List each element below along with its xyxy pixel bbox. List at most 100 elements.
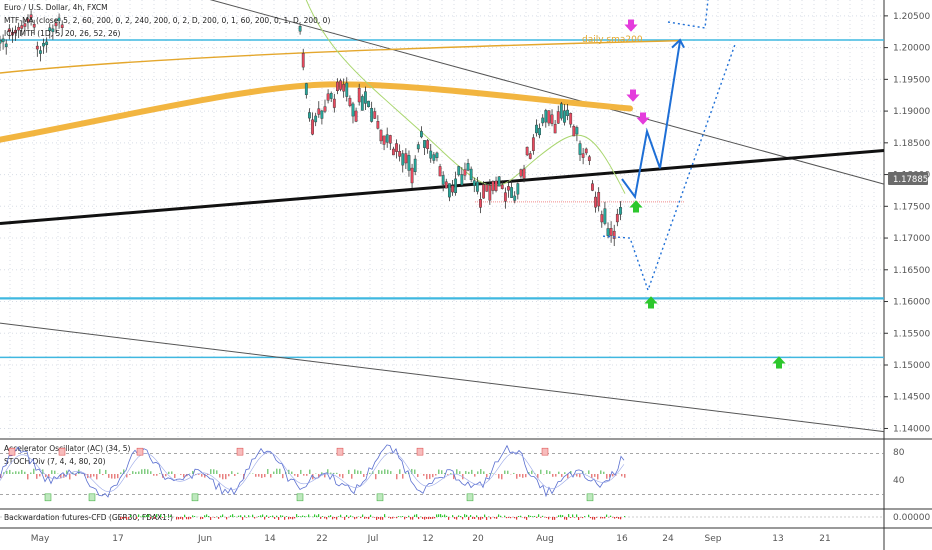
legend-line-1: Euro / U.S. Dollar, 4h, FXCM <box>4 3 108 12</box>
candle-body <box>429 150 433 159</box>
candle-body <box>339 80 342 90</box>
price-tick-label: 1.16000 <box>893 298 930 308</box>
time-tick-label: 22 <box>316 534 327 544</box>
stoch-div-marker <box>44 493 52 502</box>
bottom-tick: 0.00000 <box>893 513 930 523</box>
stoch-div-marker <box>416 447 424 456</box>
candle-body <box>435 152 439 158</box>
projection-dotted-top <box>667 0 709 29</box>
candle-body <box>42 42 45 47</box>
candle-body <box>423 140 426 148</box>
oscillator-panel: Accelerator Oscillator (AC) (34, 5) STOC… <box>0 444 884 502</box>
candle-body <box>556 111 560 124</box>
candle-body <box>619 207 622 215</box>
price-axis[interactable]: 1.205001.200001.195001.190001.185001.180… <box>884 12 930 435</box>
time-tick-label: Sep <box>705 534 722 544</box>
candle-body <box>54 22 58 27</box>
candle-body <box>39 50 42 54</box>
time-tick-label: 24 <box>662 534 674 544</box>
candle-body <box>404 153 408 164</box>
candle-body <box>454 178 458 194</box>
current-price-badge: 1.17885 <box>888 172 928 185</box>
candle-body <box>566 109 569 117</box>
candle-body <box>373 111 377 119</box>
candle-body <box>0 39 2 44</box>
candle-body <box>457 166 461 176</box>
time-tick-label: 17 <box>112 534 123 544</box>
candle-body <box>17 26 21 31</box>
price-tick-label: 1.19500 <box>893 75 930 85</box>
osc-tick-80: 80 <box>893 448 905 458</box>
candle-body <box>354 110 358 122</box>
time-tick-label: Jul <box>367 534 379 544</box>
candle-body <box>525 146 529 156</box>
candle-body <box>385 134 389 143</box>
bottom-panel-label: Backwardation futures-CFD (GER30, FDAX1!… <box>4 513 173 522</box>
stoch-div-marker <box>466 493 474 502</box>
candle-body <box>298 25 302 32</box>
up-arrow-marker <box>629 200 643 213</box>
candle-body <box>600 214 604 223</box>
price-tick-label: 1.15000 <box>893 361 930 371</box>
candle-body <box>345 82 349 97</box>
time-tick-label: 13 <box>772 534 783 544</box>
stoch-div-marker <box>191 493 199 502</box>
candle-body <box>519 169 523 177</box>
candle-body <box>379 129 383 142</box>
time-axis[interactable]: May 17 Jun 14 22 Jul 12 20 Aug 16 24 Sep 13 21 <box>31 534 831 544</box>
candle-body <box>460 174 464 186</box>
candle-body <box>488 185 492 201</box>
candle-body <box>594 196 597 208</box>
candle-body <box>4 43 8 48</box>
candle-body <box>336 81 339 92</box>
candle-body <box>48 27 52 31</box>
legend-line-2: MTF-MA (close, 5, 2, 60, 200, 0, 2, 240,… <box>4 16 330 25</box>
candle-body <box>410 167 414 184</box>
price-tick-label: 1.19000 <box>893 107 930 117</box>
candle-body <box>485 184 489 192</box>
candle-body <box>51 28 55 33</box>
candle-body <box>329 92 333 99</box>
candle-body <box>376 121 380 129</box>
candle-body <box>581 153 585 158</box>
4h-sma-band <box>0 81 633 143</box>
candle-body <box>469 168 473 181</box>
candle-body <box>29 14 33 18</box>
candle-body <box>7 28 11 32</box>
price-tick-label: 1.17000 <box>893 234 930 244</box>
candle-body <box>323 106 327 112</box>
thick-trendline <box>0 148 885 225</box>
candle-body <box>559 103 563 119</box>
candle-body <box>612 230 616 239</box>
osc-label-1: Accelerator Oscillator (AC) (34, 5) <box>4 444 130 453</box>
candle-body <box>301 53 305 68</box>
candle-body <box>494 180 498 191</box>
signal-markers <box>624 19 786 369</box>
stoch-div-marker <box>541 447 549 456</box>
up-arrow-marker <box>772 356 786 369</box>
upper-trendline <box>209 0 885 185</box>
candle-body <box>332 98 336 108</box>
price-tick-label: 1.14000 <box>893 424 930 434</box>
candle-body <box>591 183 594 191</box>
stoch-div-marker <box>8 447 16 456</box>
legend-line-3: ICH MTF (1D, 5, 20, 26, 52, 26) <box>4 29 120 38</box>
candle-body <box>32 24 36 28</box>
candle-body <box>314 115 318 123</box>
candle-body <box>413 158 417 172</box>
candle-body <box>500 184 504 189</box>
candle-body <box>522 168 526 179</box>
stoch-div-marker <box>586 493 594 502</box>
candle-body <box>575 127 579 135</box>
time-tick-label: 20 <box>472 534 484 544</box>
candle-body <box>26 18 30 22</box>
time-tick-label: Jun <box>197 534 212 544</box>
candle-body <box>395 143 398 152</box>
candle-body <box>597 192 601 207</box>
candle-body <box>438 166 442 177</box>
oscillator-axis: 80 40 <box>893 448 905 486</box>
current-price-label: 1.17885 <box>893 175 928 185</box>
candle-body <box>416 144 420 150</box>
candle-body <box>466 163 470 171</box>
